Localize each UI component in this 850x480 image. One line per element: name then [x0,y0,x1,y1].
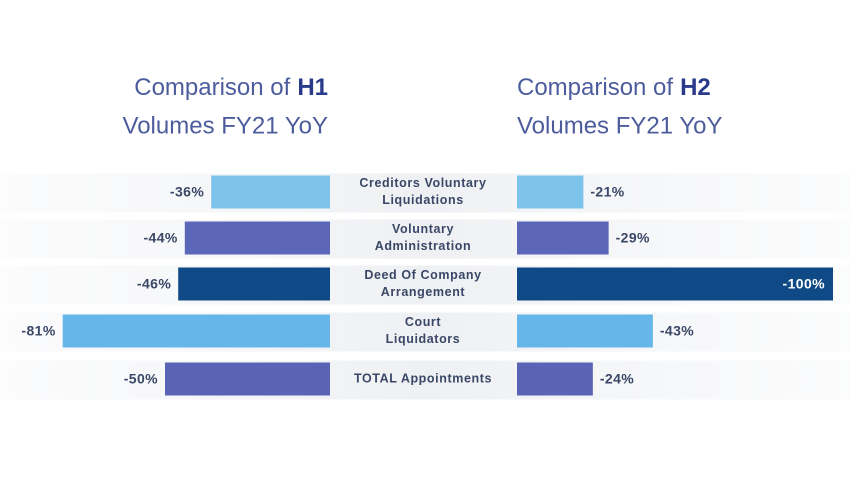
value-label: -36% [170,184,204,200]
value-label: -43% [660,323,694,339]
row-stripe [0,173,850,213]
bar [517,221,609,255]
value-label: -29% [616,230,650,246]
category-label: Liquidations [382,193,464,207]
category-label: Voluntary [392,222,454,236]
bar [517,175,584,209]
title-highlight: H2 [680,74,711,101]
row-stripes [0,173,850,400]
title-text: Comparison of [517,74,673,101]
category-label: Creditors Voluntary [359,176,486,190]
bar [62,314,330,348]
bar [165,362,330,396]
chart-title: Comparison of H2 [517,74,711,101]
chart-title: Volumes FY21 YoY [123,112,328,139]
bar [517,314,653,348]
value-label: -46% [137,276,171,292]
row-stripe [0,219,850,259]
value-label: -100% [783,276,826,292]
value-label: -50% [124,371,158,387]
chart-title: Volumes FY21 YoY [517,112,722,139]
category-label: Administration [375,239,472,253]
title-text: Comparison of [134,74,290,101]
chart-title: Comparison of H1 [134,74,328,101]
row-stripe [0,360,850,400]
bar [517,362,593,396]
value-label: -24% [600,371,634,387]
category-label: TOTAL Appointments [354,371,492,385]
bar [211,175,330,209]
value-label: -21% [590,184,624,200]
category-label: Court [405,315,442,329]
bar [517,267,833,301]
value-label: -44% [144,230,178,246]
value-label: -81% [21,323,55,339]
bar [184,221,330,255]
bar [178,267,330,301]
category-label: Deed Of Company [364,268,481,282]
category-label: Arrangement [381,285,466,299]
category-label: Liquidators [386,332,461,346]
title-highlight: H1 [297,74,328,101]
